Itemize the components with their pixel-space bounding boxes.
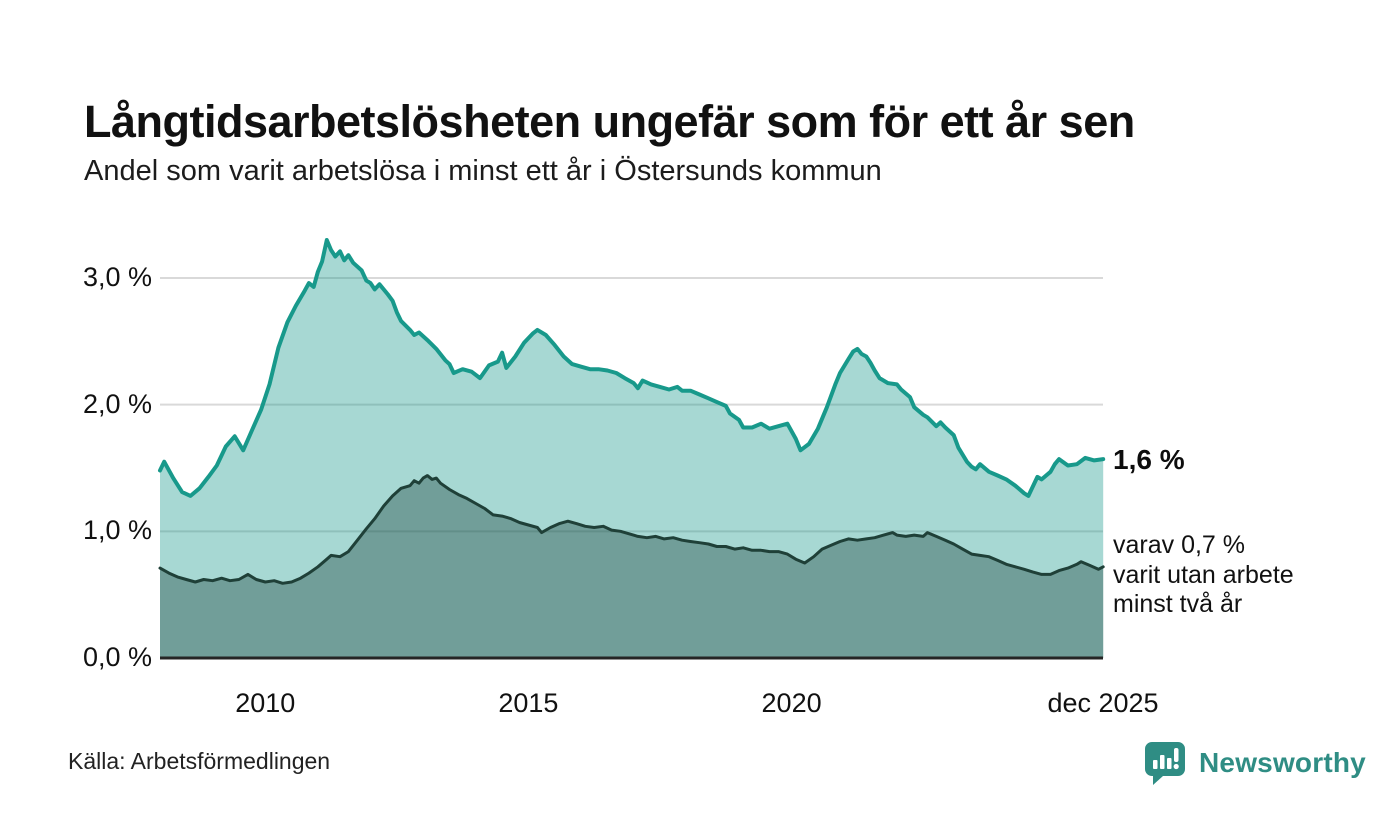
y-axis-tick-label: 3,0 %	[82, 262, 152, 292]
newsworthy-logo-text: Newsworthy	[1199, 747, 1366, 778]
newsworthy-logo[interactable]: Newsworthy	[1143, 740, 1366, 786]
source-note: Källa: Arbetsförmedlingen	[68, 748, 331, 774]
page-title: Långtidsarbetslösheten ungefär som för e…	[84, 96, 1135, 148]
latest-value-label: 1,6 %	[1113, 444, 1185, 475]
x-axis-tick-label: dec 2025	[1047, 688, 1159, 718]
newsworthy-logo-icon	[1145, 742, 1185, 785]
y-axis-tick-label: 2,0 %	[82, 388, 152, 419]
x-axis-tick-label: 2010	[235, 688, 296, 718]
two-year-annotation-label: varav 0,7 % varit utan arbete minst två …	[1113, 531, 1294, 618]
y-axis-tick-label: 0,0 %	[82, 642, 152, 672]
x-axis-tick-label: 2015	[498, 688, 559, 718]
page-subtitle: Andel som varit arbetslösa i minst ett å…	[84, 155, 882, 187]
x-axis-tick-label: 2020	[761, 688, 822, 718]
y-axis-tick-label: 1,0 %	[82, 515, 152, 546]
